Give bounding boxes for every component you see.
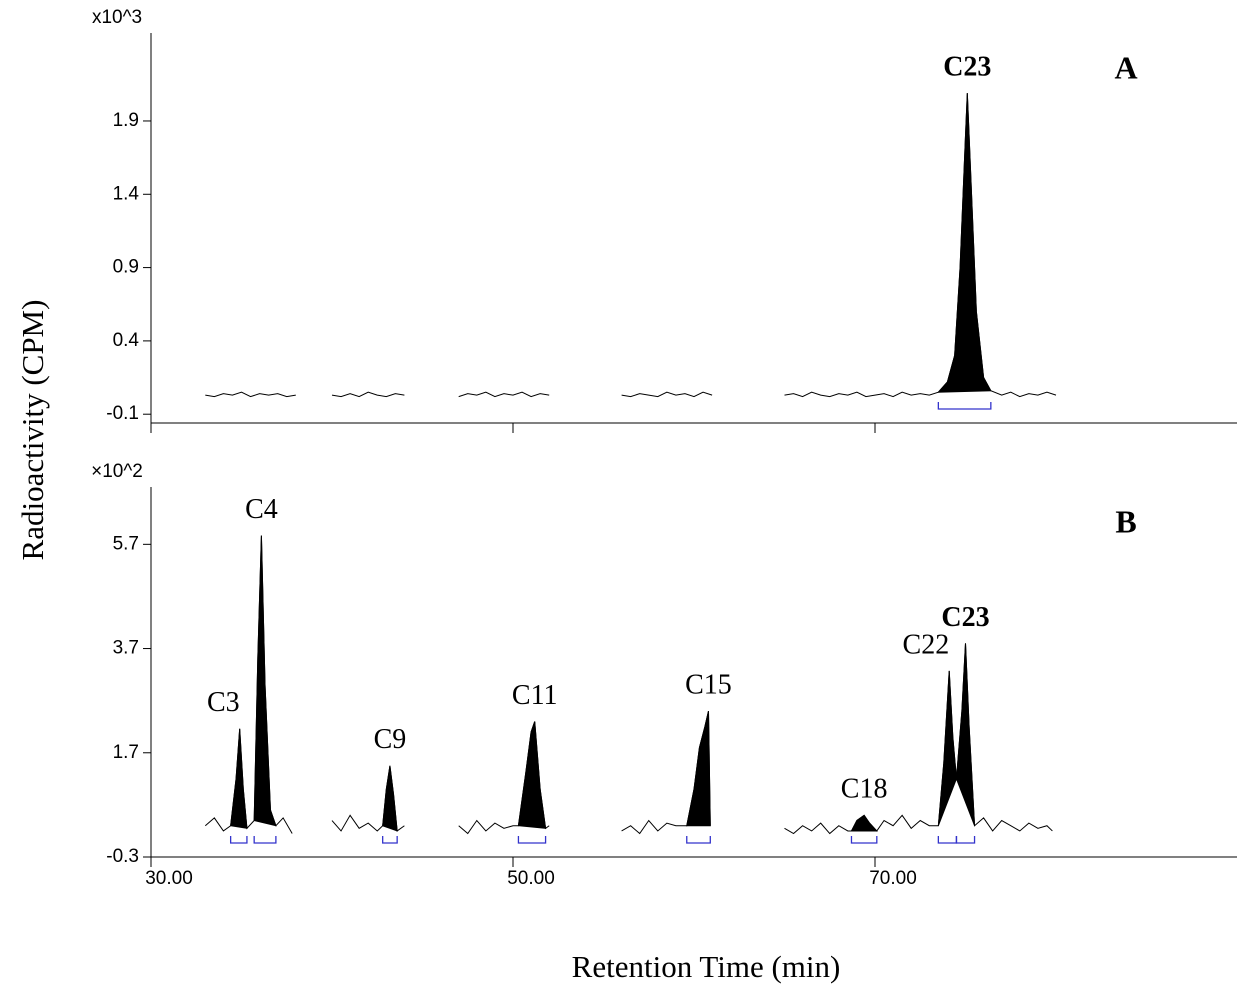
y-tick-label: 1.7: [113, 742, 139, 763]
peak-label: C23: [941, 602, 989, 633]
x-axis-title: Retention Time (min): [572, 949, 841, 984]
y-tick-label: 3.7: [113, 638, 139, 659]
peak-label: C18: [841, 774, 888, 805]
y-tick-label: 5.7: [113, 533, 139, 554]
peak-label: C23: [943, 52, 991, 83]
integration-bracket: [937, 836, 958, 844]
axis-exponent: x10^3: [92, 7, 142, 28]
y-axis-title: Radioactivity (CPM): [15, 300, 50, 561]
trace: [204, 535, 1053, 835]
y-tick-label: 0.9: [113, 257, 139, 278]
x-tick-label: 30.00: [145, 868, 193, 889]
integration-bracket: [937, 402, 992, 410]
peak-area: [382, 765, 398, 832]
integration-bracket: [229, 836, 248, 844]
peak-label: C9: [374, 724, 407, 755]
panel-letter: B: [1115, 503, 1136, 539]
y-tick-label: 1.4: [113, 183, 140, 204]
y-tick-label: 0.4: [113, 330, 140, 351]
y-tick-label: -0.1: [106, 403, 139, 424]
peak-label: C3: [207, 687, 240, 718]
axis-exponent: ×10^2: [91, 461, 143, 482]
panel-letter: A: [1114, 49, 1137, 85]
x-tick-label: 50.00: [507, 868, 555, 889]
trace: [205, 93, 1057, 398]
peak-label: C15: [685, 670, 732, 701]
integration-bracket: [686, 836, 711, 844]
integration-bracket: [850, 836, 878, 844]
integration-bracket: [955, 836, 976, 844]
peak-area: [955, 643, 976, 826]
integration-bracket: [517, 836, 547, 844]
y-tick-label: -0.3: [106, 846, 139, 867]
peak-area: [937, 93, 992, 393]
peak-label: C4: [245, 494, 278, 525]
integration-bracket: [253, 836, 277, 844]
peak-label: C11: [512, 680, 558, 711]
x-tick-label: 70.00: [869, 868, 917, 889]
peak-label: C22: [903, 629, 950, 660]
y-tick-label: 1.9: [113, 110, 139, 131]
integration-bracket: [382, 836, 398, 844]
peak-area: [517, 721, 547, 829]
